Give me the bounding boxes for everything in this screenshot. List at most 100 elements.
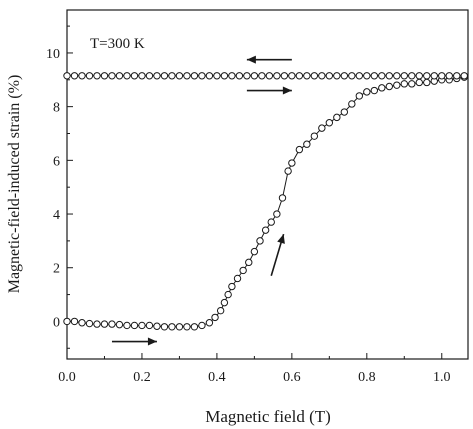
data-point	[63, 72, 71, 80]
data-point	[460, 72, 468, 80]
data-point	[250, 247, 259, 256]
data-point	[233, 274, 242, 283]
data-point	[153, 72, 161, 80]
data-point	[245, 258, 253, 267]
data-point	[175, 323, 184, 331]
y-tick-label: 8	[53, 101, 60, 116]
data-point	[130, 321, 139, 330]
direction-arrows	[111, 55, 292, 346]
data-point	[378, 84, 386, 92]
x-tick-label: 0.4	[208, 370, 226, 385]
data-point	[303, 72, 311, 80]
data-point	[224, 290, 232, 299]
arrow-initial-sweep-icon	[111, 337, 157, 346]
axis-tick-labels: 0.0 0.2 0.4 0.6 0.8 1.0 0 2 4 6 8 10	[46, 47, 451, 385]
x-tick-label: 0.0	[58, 370, 76, 385]
data-point	[363, 88, 371, 96]
data-point	[123, 72, 131, 80]
data-point	[256, 237, 264, 245]
data-point	[216, 306, 225, 315]
data-point	[85, 319, 94, 328]
data-point	[415, 78, 423, 87]
data-point	[288, 72, 296, 80]
data-point	[108, 72, 116, 80]
data-point	[333, 72, 341, 80]
data-point	[100, 72, 109, 80]
data-point	[205, 72, 214, 80]
y-tick-label: 0	[53, 315, 60, 330]
data-point	[273, 210, 281, 218]
data-point	[325, 119, 334, 127]
plot-frame	[66, 9, 469, 360]
data-point	[145, 321, 154, 330]
data-point	[310, 132, 319, 140]
data-point	[145, 72, 154, 80]
data-point	[280, 72, 289, 80]
plot-area	[66, 9, 469, 360]
data-point	[318, 72, 326, 80]
data-point	[423, 72, 431, 80]
data-point	[168, 72, 176, 80]
data-point	[318, 124, 326, 132]
data-point	[130, 72, 139, 80]
data-point	[235, 72, 244, 80]
data-point	[168, 323, 176, 331]
data-point	[211, 313, 219, 322]
data-point	[273, 72, 281, 80]
data-point	[160, 72, 169, 80]
data-point	[348, 72, 356, 80]
data-point	[385, 72, 393, 80]
data-point	[205, 319, 214, 327]
data-point	[348, 100, 356, 108]
data-point	[284, 167, 292, 175]
data-point	[385, 82, 393, 91]
x-tick-label: 0.6	[283, 370, 301, 385]
data-point	[85, 72, 94, 80]
data-point	[108, 320, 116, 328]
data-point	[243, 72, 251, 80]
data-point	[400, 72, 408, 80]
data-point	[70, 317, 79, 326]
y-tick-label: 10	[46, 47, 60, 62]
data-point	[261, 226, 270, 234]
data-point	[93, 72, 101, 80]
data-point	[78, 72, 86, 80]
data-point	[340, 108, 349, 116]
x-axis-label: Magnetic field (T)	[205, 407, 331, 426]
data-point	[288, 159, 296, 167]
data-point	[190, 72, 199, 80]
data-point	[333, 113, 341, 122]
data-point	[370, 86, 379, 95]
data-point	[267, 218, 275, 226]
data-point	[228, 282, 236, 291]
data-point	[265, 72, 274, 80]
x-tick-label: 1.0	[433, 370, 451, 385]
arrow-increasing-field-icon	[246, 86, 292, 95]
data-point	[400, 80, 408, 88]
data-point	[250, 72, 259, 80]
data-point	[408, 80, 416, 88]
data-point	[70, 72, 79, 80]
data-point	[393, 72, 401, 80]
data-point	[115, 72, 124, 80]
data-point	[153, 322, 161, 330]
data-point	[213, 72, 221, 80]
data-point	[100, 320, 109, 328]
x-tick-label: 0.2	[133, 370, 151, 385]
data-point	[370, 72, 379, 80]
data-point	[63, 317, 71, 326]
data-point	[355, 72, 364, 80]
data-point	[438, 72, 446, 80]
data-point	[278, 194, 287, 202]
arrow-decreasing-field-icon	[246, 55, 292, 64]
data-point	[415, 72, 423, 80]
data-point	[363, 72, 371, 80]
data-point	[295, 72, 304, 80]
data-point	[198, 72, 206, 80]
data-point	[378, 72, 386, 80]
y-tick-label: 4	[53, 208, 60, 223]
data-point	[408, 72, 416, 80]
arrow-transition-icon	[270, 233, 285, 277]
data-point	[220, 298, 229, 307]
